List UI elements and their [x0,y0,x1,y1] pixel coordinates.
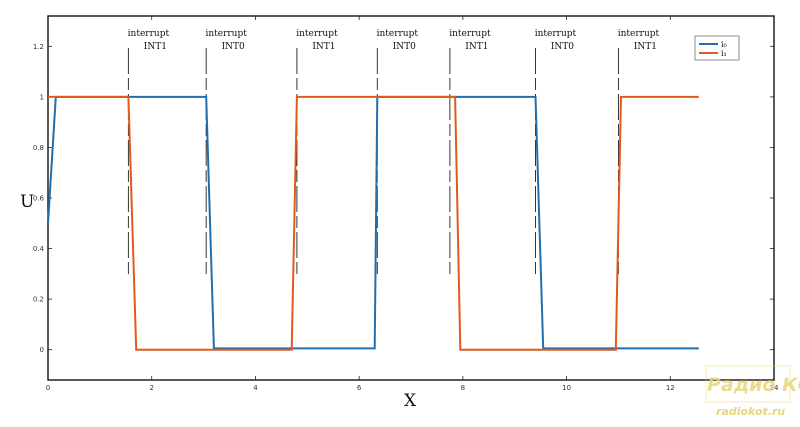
x-tick-label: 8 [461,384,465,392]
x-tick-label: 6 [357,384,362,392]
interrupt-label: interrupt [618,29,660,39]
interrupt-source-label: INT1 [465,42,488,52]
y-tick-label: 0 [40,346,44,354]
x-tick-label: 2 [149,384,153,392]
x-tick-label: 14 [770,384,779,392]
interrupt-label: interrupt [205,29,247,39]
interrupt-source-label: INT0 [393,42,416,52]
series-line-i1 [48,95,699,351]
legend-box [694,35,740,61]
interrupt-source-label: INT1 [144,42,167,52]
interrupt-source-label: INT1 [634,42,657,52]
x-tick-label: 10 [562,384,571,392]
interrupt-label: interrupt [377,29,419,39]
interrupt-source-label: INT0 [222,42,245,52]
watermark-site: radiokot.ru [716,405,785,418]
y-tick-label: 0.8 [33,144,44,152]
interrupt-label: interrupt [449,29,491,39]
y-axis-label: U [20,192,34,212]
y-tick-label: 0.2 [33,296,44,304]
y-tick-label: 0.6 [33,195,45,203]
x-tick-label: 12 [666,384,675,392]
interrupt-label: interrupt [535,29,577,39]
tick-marks [47,16,775,380]
y-tick-label: 1 [40,93,44,101]
tick-labels: 0 2 4 6 8 10 12 14 0 0.2 0.4 0.6 0.8 1 1.2 [33,43,779,392]
interrupt-source-label: INT1 [312,42,335,52]
series-lines [47,95,699,351]
legend-label-i1: i₁ [721,49,727,58]
interrupt-label: interrupt [296,29,338,39]
x-axis-label: X [404,391,417,411]
watermark-logo: Радио КОТ radiokot.ru [705,365,800,418]
legend: i₀ i₁ [694,35,740,61]
y-tick-label: 1.2 [33,43,44,51]
watermark-logo-text: Радио КОТ [707,374,800,396]
interrupt-markers: interrupt INT1 interrupt INT0 interrupt INT1 i… [128,29,660,278]
interrupt-source-label: INT0 [551,42,574,52]
x-tick-label: 4 [253,384,258,392]
plot-frame [47,15,775,381]
interrupt-label: interrupt [128,29,170,39]
x-tick-label: 0 [46,384,50,392]
legend-label-i0: i₀ [721,40,727,49]
y-tick-label: 0.4 [33,245,45,253]
